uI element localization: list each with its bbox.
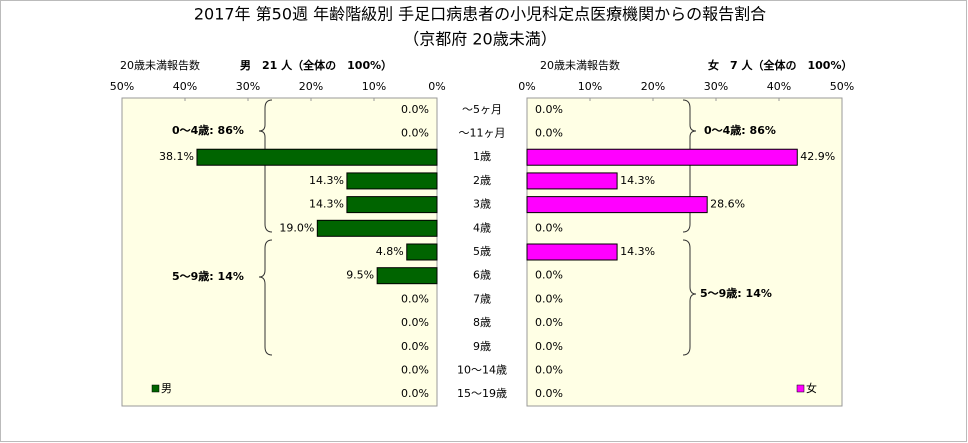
chart-title: 2017年 第50週 年齢階級別 手足口病患者の小児科定点医療機関からの報告割合 [194,5,766,24]
value-label: 9.5% [346,269,374,282]
bar [376,267,438,285]
header: 男 21 人（全体の 100%） [240,58,392,72]
value-label: 0.0% [535,127,563,140]
value-label: 42.9% [800,150,835,163]
chart-subtitle: （京都府 20歳未満） [403,30,556,49]
x-tick-label: 40% [767,80,791,93]
value-label: 0.0% [401,127,429,140]
value-label: 14.3% [309,198,344,211]
category-label: 1歳 [473,150,491,163]
bar [526,196,708,214]
x-tick-label: 20% [641,80,665,93]
value-label: 19.0% [279,221,314,234]
value-label: 0.0% [401,292,429,305]
value-label: 14.3% [620,245,655,258]
category-label: 6歳 [473,269,491,282]
value-label: 0.0% [401,340,429,353]
category-label: 3歳 [473,198,491,211]
value-label: 0.0% [535,316,563,329]
legend-swatch [151,384,160,393]
annotation: 0～4歳: 86% [704,123,776,137]
value-label: 28.6% [710,198,745,211]
bar [526,172,618,190]
bar [526,243,618,261]
value-label: 0.0% [401,103,429,116]
legend-label: 女 [806,381,817,395]
x-tick-label: 50% [830,80,854,93]
value-label: 0.0% [535,221,563,234]
bar [316,219,438,237]
value-label: 0.0% [535,292,563,305]
category-label: 10～14歳 [457,363,507,376]
bar [196,148,438,166]
value-label: 4.8% [376,245,404,258]
value-label: 14.3% [309,174,344,187]
category-label: 5歳 [473,245,491,258]
category-label: 4歳 [473,221,491,234]
annotation: 0～4歳: 86% [172,123,244,137]
header: 女 7 人（全体の 100%） [708,58,852,72]
annotation: 5～9歳: 14% [700,286,772,300]
category-label: 8歳 [473,316,491,329]
category-label: 7歳 [473,292,491,305]
value-label: 0.0% [535,103,563,116]
bar [346,196,438,214]
x-tick-label: 10% [578,80,602,93]
value-label: 0.0% [401,363,429,376]
x-tick-label: 0% [518,80,535,93]
category-label: 15～19歳 [457,387,507,400]
brace [682,239,697,356]
braces [258,99,697,356]
value-label: 0.0% [401,387,429,400]
value-label: 0.0% [535,340,563,353]
value-label: 38.1% [159,150,194,163]
legend-swatch [796,384,805,393]
x-tick-label: 40% [173,80,197,93]
brace [258,99,273,233]
x-tick-label: 50% [110,80,134,93]
x-tick-label: 30% [236,80,260,93]
annotation: 5～9歳: 14% [172,269,244,283]
header-label: 20歳未満報告数 [540,59,620,72]
legend-label: 男 [161,382,172,395]
x-tick-label: 20% [299,80,323,93]
brace [258,239,273,356]
category-label: ～5ヶ月 [462,103,502,116]
value-label: 0.0% [535,387,563,400]
bar [406,243,438,261]
category-label: ～11ヶ月 [459,127,506,140]
header-label: 20歳未満報告数 [120,59,200,72]
brace [682,99,697,233]
bar [346,172,438,190]
value-label: 0.0% [401,316,429,329]
category-label: 2歳 [473,174,491,187]
x-tick-label: 30% [704,80,728,93]
value-label: 14.3% [620,174,655,187]
x-tick-label: 10% [362,80,386,93]
value-label: 0.0% [535,363,563,376]
x-tick-label: 0% [428,80,445,93]
value-label: 0.0% [535,269,563,282]
category-label: 9歳 [473,340,491,353]
bar [526,148,798,166]
